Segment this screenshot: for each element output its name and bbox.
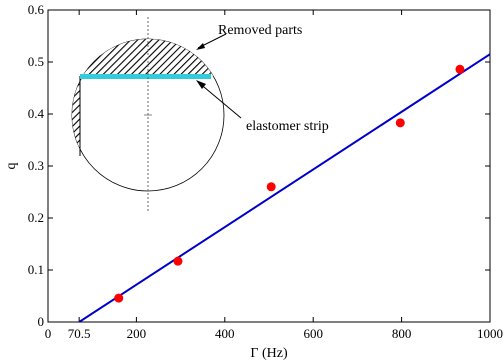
inset-diagram: Removed parts elastomer strip xyxy=(71,17,329,212)
x-axis-label: Γ (Hz) xyxy=(250,346,288,360)
x-tick-label: 800 xyxy=(392,326,412,341)
removed-parts-arrowhead xyxy=(196,43,205,50)
x-tick-label: 200 xyxy=(127,326,147,341)
elastomer-strip xyxy=(80,74,211,79)
x-tick-label: 70.5 xyxy=(68,326,91,341)
y-tick-label: 0.5 xyxy=(28,54,44,69)
x-tick-label: 0 xyxy=(45,326,52,341)
y-tick-label: 0.3 xyxy=(28,158,44,173)
x-tick-label: 1000 xyxy=(477,326,503,341)
x-tick-label: 400 xyxy=(215,326,235,341)
elastomer-strip-arrowhead xyxy=(196,80,206,89)
elastomer-strip-label: elastomer strip xyxy=(246,119,329,134)
removed-left-region xyxy=(72,76,80,156)
data-point xyxy=(455,64,465,74)
removed-parts-label: Removed parts xyxy=(218,23,302,38)
y-tick-label: 0 xyxy=(38,314,45,329)
y-axis-ticks: 0 0.1 0.2 0.3 0.4 0.5 0.6 xyxy=(28,2,490,329)
fit-line xyxy=(78,53,490,322)
y-axis-label: q xyxy=(4,163,19,170)
y-tick-label: 0.1 xyxy=(28,262,44,277)
data-point xyxy=(114,293,124,303)
x-tick-label: 600 xyxy=(303,326,323,341)
elastomer-strip-arrow xyxy=(197,81,242,119)
y-tick-label: 0.4 xyxy=(28,106,45,121)
data-point xyxy=(173,256,183,266)
data-point xyxy=(395,118,405,128)
y-tick-label: 0.6 xyxy=(28,2,45,17)
x-axis-ticks: 0 70.5 200 400 600 800 1000 xyxy=(45,10,503,341)
data-points xyxy=(114,64,465,303)
y-tick-label: 0.2 xyxy=(28,210,44,225)
data-point xyxy=(266,182,276,192)
